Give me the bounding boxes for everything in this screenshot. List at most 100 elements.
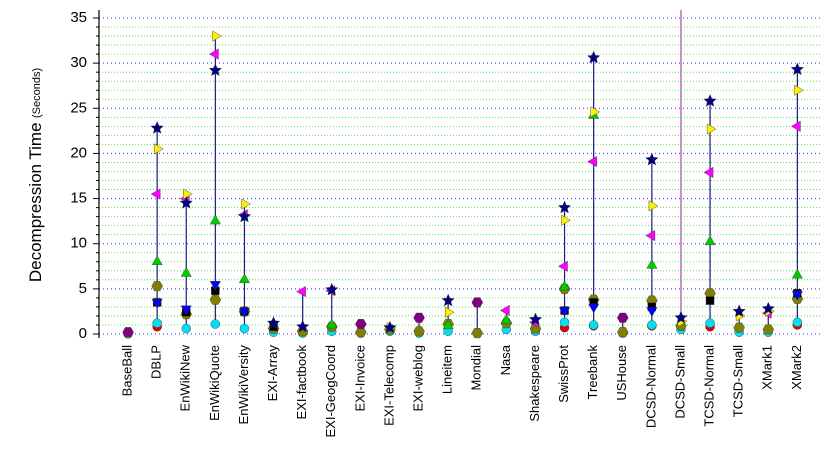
data-point xyxy=(733,322,745,333)
x-tick-label: Mondial xyxy=(469,345,484,391)
data-point xyxy=(441,293,455,307)
data-point xyxy=(648,200,659,212)
data-point xyxy=(762,324,775,335)
x-tick-label: Nasa xyxy=(498,344,513,375)
data-point xyxy=(296,286,306,298)
data-point xyxy=(383,320,397,334)
data-point xyxy=(617,312,629,323)
data-point xyxy=(559,317,570,327)
data-point xyxy=(791,268,803,279)
x-tick-label: EXI-Array xyxy=(265,345,280,402)
data-point xyxy=(790,62,804,76)
data-point xyxy=(154,143,164,155)
data-point xyxy=(794,84,804,96)
data-point xyxy=(588,303,600,314)
data-point xyxy=(645,152,659,166)
x-tick-label: XMark1 xyxy=(760,345,775,390)
x-tick-label: TCSD-Normal xyxy=(701,345,716,427)
data-point xyxy=(586,50,601,64)
y-tick-label: 15 xyxy=(70,190,87,207)
data-point xyxy=(238,308,250,318)
y-label-text: Decompression Time xyxy=(26,122,45,282)
data-point xyxy=(238,273,250,283)
x-tick-label: EXI-GeogCoord xyxy=(323,345,338,438)
data-point xyxy=(209,214,221,225)
data-point xyxy=(559,280,571,291)
data-point xyxy=(528,312,543,326)
x-tick-label: DCSD-Normal xyxy=(643,345,658,428)
data-point xyxy=(183,188,193,200)
y-tick-label: 10 xyxy=(70,235,87,252)
data-point xyxy=(500,304,510,317)
data-point xyxy=(237,209,252,223)
data-point xyxy=(209,48,219,60)
data-point xyxy=(181,323,191,334)
data-point xyxy=(413,326,425,337)
data-point xyxy=(792,317,803,327)
data-point xyxy=(296,319,310,333)
data-point xyxy=(559,307,571,317)
data-point xyxy=(209,281,221,291)
x-tick-label: DCSD-Small xyxy=(672,345,687,419)
data-point xyxy=(151,255,163,265)
y-tick-label: 25 xyxy=(70,99,87,116)
y-tick-label: 35 xyxy=(70,9,87,26)
x-tick-label: Shakespeare xyxy=(527,345,542,422)
x-tick-label: Treebank xyxy=(585,345,600,400)
data-point xyxy=(209,294,222,305)
data-point xyxy=(705,296,715,305)
data-point xyxy=(151,299,163,309)
data-point xyxy=(413,312,425,323)
data-point xyxy=(150,188,161,200)
y-tick-label: 20 xyxy=(70,144,87,161)
data-point xyxy=(732,304,746,318)
data-point xyxy=(617,327,629,338)
data-point xyxy=(647,320,657,330)
data-point xyxy=(212,30,222,42)
data-point xyxy=(588,320,599,330)
x-tick-label: SwissProt xyxy=(556,345,571,403)
data-point xyxy=(561,214,571,226)
data-point xyxy=(590,106,601,118)
data-point xyxy=(646,258,658,269)
data-point xyxy=(152,318,162,328)
data-point xyxy=(122,327,134,338)
x-tick-label: USHouse xyxy=(614,345,629,401)
data-point xyxy=(442,319,454,330)
data-point xyxy=(791,120,801,132)
data-point xyxy=(645,230,656,242)
y-tick-label: 5 xyxy=(79,280,87,297)
data-point xyxy=(151,281,163,292)
y-label-unit: (Seconds) xyxy=(31,68,43,118)
data-point xyxy=(180,267,192,277)
x-tick-label: Lineitem xyxy=(440,345,455,394)
data-point xyxy=(150,121,164,134)
data-point xyxy=(445,306,455,318)
data-point xyxy=(179,196,193,209)
data-point xyxy=(500,314,512,324)
data-point xyxy=(646,307,658,317)
data-point xyxy=(557,200,572,214)
y-tick-label: 0 xyxy=(79,325,87,342)
data-point xyxy=(355,319,367,329)
data-point xyxy=(706,123,717,135)
x-tick-label: EnWikiVersity xyxy=(236,345,251,425)
data-point xyxy=(325,282,339,296)
data-point xyxy=(210,319,221,329)
data-point xyxy=(326,318,338,329)
data-point xyxy=(703,166,714,178)
data-point xyxy=(705,318,715,328)
data-point xyxy=(761,301,775,315)
data-point xyxy=(471,328,484,339)
x-tick-label: DBLP xyxy=(149,345,164,379)
x-tick-label: EXI-Invoice xyxy=(352,345,367,411)
x-tick-label: EXI-weblog xyxy=(410,345,425,411)
x-tick-label: EXI-factbook xyxy=(294,345,309,420)
data-point xyxy=(587,156,597,168)
x-tick-label: EnWikiQuote xyxy=(207,345,222,421)
data-point xyxy=(471,297,484,308)
data-point xyxy=(674,310,688,324)
data-point xyxy=(208,63,222,77)
data-point xyxy=(266,316,281,329)
